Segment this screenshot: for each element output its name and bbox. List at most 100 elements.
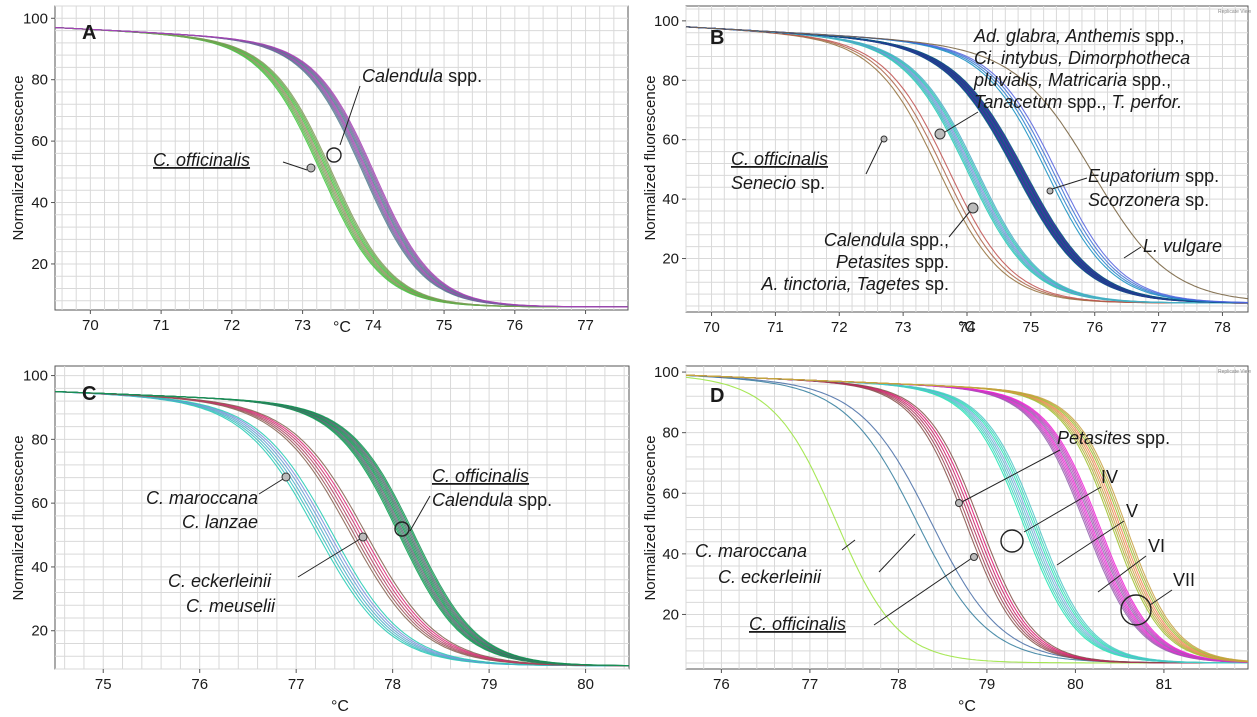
panel-a: 70 71 72 73 74 75 76 77 20 40 60 80 100 A Normalized… (10, 5, 629, 336)
curves-c (54, 390, 630, 667)
series-line (54, 390, 629, 667)
x-tick-label: 70 (703, 319, 720, 336)
y-tick-label: 100 (654, 364, 679, 381)
label-eckerleinii-d: C. eckerleinii (718, 567, 822, 587)
leader-calendula-a (339, 85, 361, 146)
y-axis-label-b: Normalized fluorescence (642, 75, 659, 240)
label-roman-vi: VI (1148, 536, 1165, 556)
label-maroccana-c: C. maroccana (146, 488, 258, 508)
label-c-officinalis-c: C. officinalis (432, 466, 529, 486)
leader-vi (1097, 555, 1147, 593)
panel-letter-b: B (710, 27, 724, 49)
y-tick-label: 40 (31, 559, 48, 576)
y-tick-label: 80 (662, 72, 679, 89)
y-tick-label: 60 (31, 495, 48, 512)
leader-vii (1149, 589, 1173, 606)
marker-c-3 (394, 521, 410, 537)
x-tick-label: 77 (288, 676, 305, 693)
y-tick-label: 20 (31, 256, 48, 273)
replicate-view-d: Replicate View (1218, 369, 1251, 375)
x-tick-label: 77 (577, 317, 594, 334)
leader-v (1056, 520, 1125, 566)
y-tick-label: 60 (662, 132, 679, 149)
x-tick-label: 72 (224, 317, 241, 334)
x-tick-label: 70 (82, 317, 99, 334)
label-calendula-c: Calendula spp. (432, 490, 552, 510)
marker-d-vii (1120, 594, 1152, 626)
leader-eckerleinii-c (297, 538, 361, 578)
grid-d (685, 366, 1248, 669)
marker-a-2 (326, 147, 342, 163)
y-tick-label: 60 (662, 485, 679, 502)
x-tick-label: 73 (895, 319, 912, 336)
series-line (54, 26, 628, 308)
series-line (685, 26, 1249, 300)
x-tick-label: 77 (1150, 319, 1167, 336)
y-axis-label-d: Normalized fluorescence (642, 435, 659, 600)
leader-vulgare-b (1123, 246, 1142, 259)
y-tick-label: 100 (23, 10, 48, 27)
x-tick-label: 79 (481, 676, 498, 693)
panel-c: 75 76 77 78 79 80 20 40 60 80 100 C Normalized flu… (10, 365, 630, 715)
x-tick-label: 76 (1086, 319, 1103, 336)
y-axis-label-c: Normalized fluorescence (10, 435, 27, 600)
leader-maroccana-c (258, 478, 284, 495)
y-tick-label: 20 (31, 623, 48, 640)
x-axis-label-d: °C (958, 698, 976, 715)
label-meuselii-c: C. meuselii (186, 596, 276, 616)
x-axis-label-b: °C (958, 319, 976, 336)
label-lanzae-c: C. lanzae (182, 512, 258, 532)
leader-eupatorium-b (1051, 177, 1088, 190)
y-tick-label: 40 (662, 546, 679, 563)
y-tick-label: 80 (662, 425, 679, 442)
label-roman-vii: VII (1173, 570, 1195, 590)
label-calendula-b: Calendula spp., (824, 230, 949, 250)
y-tick-label: 100 (23, 368, 48, 385)
label-c-officinalis-a: C. officinalis (153, 150, 250, 170)
label-b-line3: pluvialis, Matricaria spp., (973, 70, 1171, 90)
label-b-line1: Ad. glabra, Anthemis spp., (973, 26, 1184, 46)
x-tick-label: 74 (959, 319, 976, 336)
x-tick-label: 72 (831, 319, 848, 336)
curves-b (685, 26, 1249, 304)
leader-iv (1023, 486, 1102, 533)
ticks-d: 76 77 78 79 80 81 20 40 60 80 100 (654, 364, 1172, 693)
leader-calendula-b (948, 209, 972, 238)
x-tick-label: 74 (365, 317, 382, 334)
label-roman-v: V (1126, 501, 1138, 521)
label-maroccana-d: C. maroccana (695, 541, 807, 561)
label-c-officinalis-b: C. officinalis (731, 149, 828, 169)
x-tick-label: 76 (191, 676, 208, 693)
label-petasites-d: Petasites spp. (1057, 428, 1170, 448)
x-tick-label: 75 (1023, 319, 1040, 336)
label-c-officinalis-d: C. officinalis (749, 614, 846, 634)
y-tick-label: 80 (31, 431, 48, 448)
x-tick-label: 79 (979, 676, 996, 693)
curves-d (685, 374, 1249, 664)
x-tick-label: 77 (802, 676, 819, 693)
label-senecio-b: Senecio sp. (731, 173, 825, 193)
label-roman-iv: IV (1101, 467, 1118, 487)
series-line (54, 391, 629, 667)
x-tick-label: 80 (1067, 676, 1084, 693)
leader-officinalis-d (873, 557, 973, 626)
panel-b: 70 71 72 73 74 75 76 77 78 20 40 60 80 100 Replicate … (642, 5, 1251, 336)
label-b-line4: Tanacetum spp., T. perfor. (974, 92, 1182, 112)
y-tick-label: 60 (31, 133, 48, 150)
y-tick-label: 20 (662, 251, 679, 268)
y-axis-label-a: Normalized fluorescence (10, 75, 27, 240)
series-line (685, 374, 1249, 662)
ticks-b: 70 71 72 73 74 75 76 77 78 20 40 60 80 100 (654, 13, 1231, 336)
x-tick-label: 71 (767, 319, 784, 336)
marker-b-1 (880, 135, 888, 143)
leader-maroccana-d (841, 539, 856, 551)
marker-d-2 (970, 553, 978, 561)
y-tick-label: 20 (662, 606, 679, 623)
x-tick-label: 81 (1156, 676, 1173, 693)
y-tick-label: 100 (654, 13, 679, 30)
x-tick-label: 71 (153, 317, 170, 334)
x-tick-label: 75 (95, 676, 112, 693)
y-tick-label: 40 (31, 195, 48, 212)
x-tick-label: 76 (713, 676, 730, 693)
